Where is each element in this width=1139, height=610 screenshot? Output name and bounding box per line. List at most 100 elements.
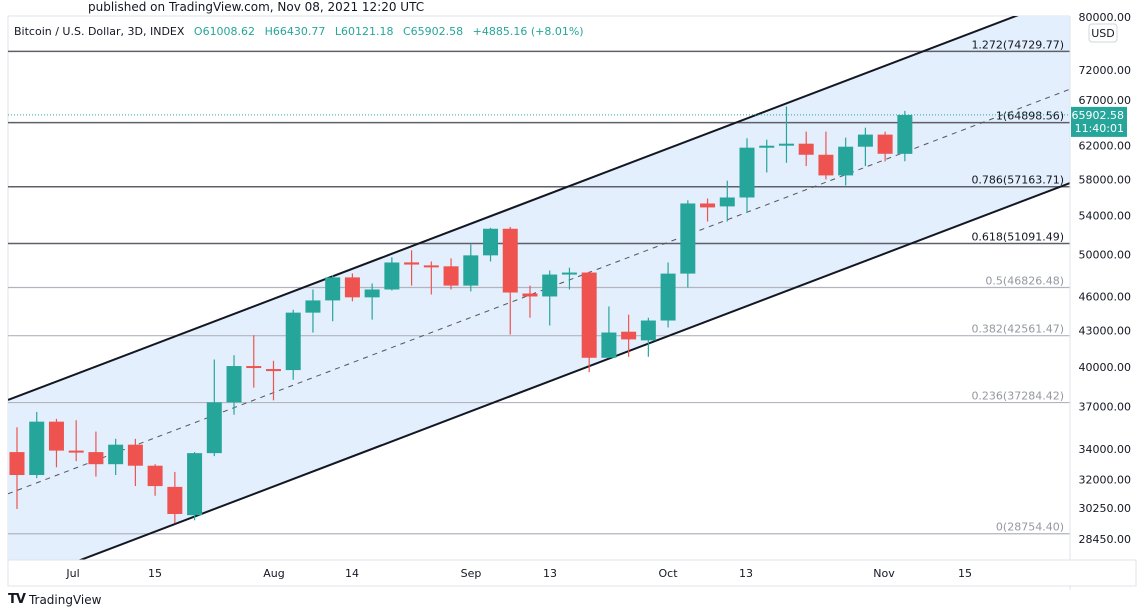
- price-tick-label: 34000.00: [1079, 443, 1132, 456]
- candle-up: [857, 134, 873, 147]
- candle-up: [364, 289, 380, 298]
- time-tick-label: 13: [739, 567, 753, 580]
- candle-up: [838, 146, 854, 176]
- candle-down: [522, 293, 538, 297]
- candle-down: [68, 450, 84, 453]
- time-tick-label: 15: [148, 567, 162, 580]
- fib-label: 0.786(57163.71): [971, 174, 1064, 187]
- brand-name[interactable]: TradingView: [28, 592, 102, 607]
- currency-label: USD: [1091, 27, 1115, 40]
- channel-upper-line: [8, 16, 1019, 401]
- price-tick-label: 43000.00: [1079, 325, 1132, 338]
- candle-down: [502, 228, 518, 293]
- candle-down: [404, 262, 420, 265]
- candle-up: [226, 366, 242, 403]
- candle-up: [305, 300, 321, 313]
- candle-up: [463, 255, 479, 286]
- footer-branding: TV TradingView: [8, 592, 101, 607]
- price-tick-label: 67000.00: [1079, 94, 1132, 107]
- candle-up: [542, 274, 558, 297]
- candle-up: [285, 312, 301, 371]
- price-tick-label: 28450.00: [1079, 533, 1132, 546]
- price-tick-label: 72000.00: [1079, 64, 1132, 77]
- candle-down: [147, 465, 163, 487]
- candle-down: [246, 366, 262, 369]
- countdown-label: 11:40:01: [1075, 122, 1124, 135]
- candle-down: [700, 203, 716, 208]
- candle-up: [29, 421, 45, 476]
- price-tick-label: 46000.00: [1079, 290, 1132, 303]
- candle-up: [778, 143, 794, 146]
- time-axis: [7, 559, 1137, 587]
- candle-down: [9, 452, 25, 476]
- candle-down: [167, 486, 183, 515]
- candle-down: [344, 277, 360, 298]
- candle-up: [483, 228, 499, 256]
- time-tick-label: Oct: [658, 567, 678, 580]
- candle-down: [265, 369, 281, 372]
- price-tick-label: 40000.00: [1079, 361, 1132, 374]
- candle-down: [581, 272, 597, 358]
- candle-down: [443, 266, 459, 286]
- price-tick-label: 80000.00: [1079, 11, 1132, 24]
- currency-badge: [1088, 23, 1118, 43]
- candle-down: [877, 134, 893, 154]
- candle-down: [127, 444, 143, 466]
- last-price-label: 65902.58: [1072, 109, 1125, 122]
- fib-label: 1(64898.56): [996, 110, 1064, 123]
- candle-up: [206, 402, 222, 454]
- candle-up: [759, 145, 775, 148]
- candle-up: [384, 262, 400, 290]
- time-tick-label: Nov: [873, 567, 895, 580]
- symbol-name: Bitcoin / U.S. Dollar, 3D, INDEX: [14, 25, 185, 38]
- candle-up: [108, 444, 124, 465]
- close-value: C65902.58: [402, 25, 464, 38]
- price-tick-label: 54000.00: [1079, 209, 1132, 222]
- candle-down: [88, 452, 104, 465]
- candle-down: [48, 421, 64, 451]
- price-tick-label: 50000.00: [1079, 248, 1132, 261]
- low-value: L60121.18: [334, 25, 394, 38]
- tradingview-logo-icon: TV: [8, 592, 26, 607]
- fib-label: 1.272(74729.77): [971, 38, 1064, 51]
- price-tick-label: 37000.00: [1079, 400, 1132, 413]
- candle-up: [187, 453, 203, 516]
- change-value: +4885.16 (+8.01%): [472, 25, 584, 38]
- price-tick-label: 62000.00: [1079, 140, 1132, 153]
- candle-up: [660, 273, 676, 321]
- candle-up: [561, 272, 577, 275]
- price-chart[interactable]: 1.272(74729.77) 1(64898.56) 0.786(57163.71…: [0, 0, 1139, 590]
- candle-up: [601, 332, 617, 358]
- price-tick-label: 32000.00: [1079, 474, 1132, 487]
- published-caption: published on TradingView.com, Nov 08, 20…: [88, 0, 425, 14]
- candle-up: [897, 114, 913, 154]
- candle-down: [798, 143, 814, 155]
- candle-down: [621, 331, 637, 340]
- time-tick-label: 15: [958, 567, 972, 580]
- candle-up: [640, 320, 656, 341]
- time-tick-label: 14: [345, 567, 359, 580]
- last-price-badge: [1071, 106, 1127, 137]
- candle-up: [680, 203, 696, 274]
- candle-up: [739, 147, 755, 198]
- time-tick-label: Aug: [263, 567, 284, 580]
- price-tick-label: 58000.00: [1079, 173, 1132, 186]
- fib-label: 0.236(37284.42): [971, 390, 1064, 403]
- fib-label: 0.5(46826.48): [985, 274, 1064, 287]
- symbol-legend: Bitcoin / U.S. Dollar, 3D, INDEX O61008.…: [14, 25, 590, 38]
- time-tick-label: Sep: [461, 567, 482, 580]
- candle-up: [719, 197, 735, 207]
- price-axis: [1070, 0, 1139, 560]
- candle-up: [325, 277, 341, 301]
- time-tick-label: Jul: [65, 567, 79, 580]
- channel-lower-line: [77, 182, 1070, 560]
- candle-down: [423, 265, 439, 268]
- fib-label: 0.618(51091.49): [971, 230, 1064, 243]
- price-tick-label: 30250.00: [1079, 502, 1132, 515]
- fib-label: 0.382(42561.47): [971, 323, 1064, 336]
- time-tick-label: 13: [543, 567, 557, 580]
- plot-layer: 1.272(74729.77) 1(64898.56) 0.786(57163.71…: [8, 16, 1070, 560]
- high-value: H66430.77: [264, 25, 326, 38]
- open-value: O61008.62: [193, 25, 256, 38]
